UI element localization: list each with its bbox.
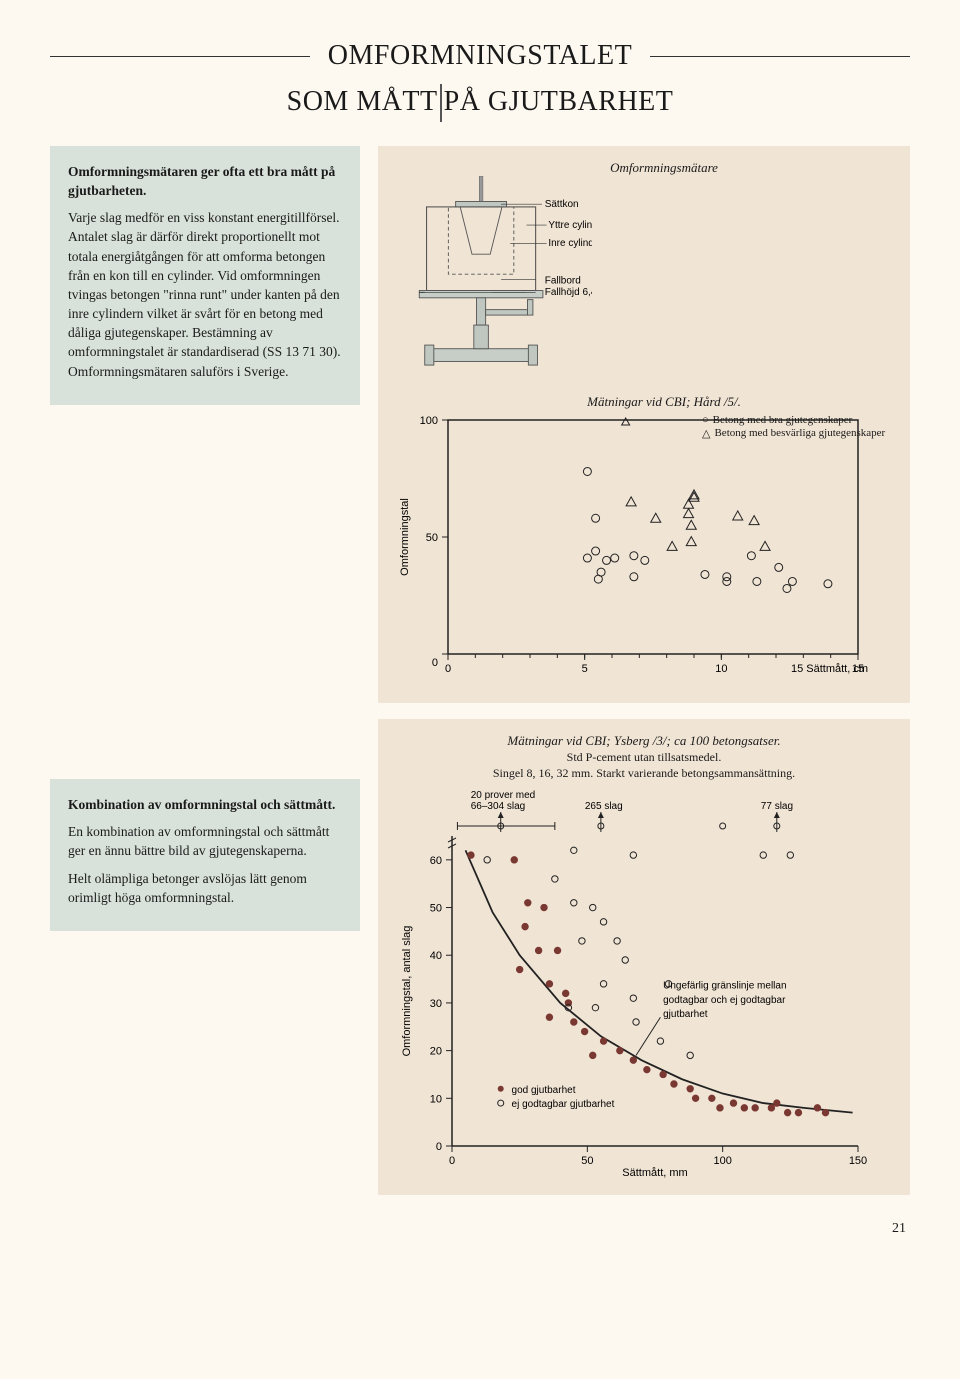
svg-text:150: 150 [849,1155,867,1167]
chart-2-svg: 20 prover med66–304 slag 265 slag 77 slag 0… [392,782,872,1182]
legend-item: ○Betong med bra gjutegenskaper [702,414,892,426]
apparatus-diagram: Sättkon Yttre cylinder Inre cylinder Fal… [392,176,592,394]
svg-text:50: 50 [426,532,438,544]
svg-text:20 prover med: 20 prover med [471,790,535,801]
svg-text:Omformningstal: Omformningstal [399,498,411,576]
text-block-2: Kombination av omformningstal och sättmå… [50,779,360,931]
title-line-1: OMFORMNINGSTALET [310,40,650,72]
title-rule [650,56,910,57]
para: Omformningsmätaren ger ofta ett bra mått… [68,162,342,200]
svg-text:10: 10 [715,663,727,675]
svg-text:gjutbarhet: gjutbarhet [663,1009,708,1020]
page-number: 21 [50,1221,910,1237]
svg-text:77 slag: 77 slag [761,801,793,812]
chart-2-block: Mätningar vid CBI; Ysberg /3/; ca 100 be… [378,719,910,1194]
svg-text:10: 10 [430,1093,442,1105]
svg-text:60: 60 [430,854,442,866]
figure-title: Omformningsmätare [432,160,896,176]
title-rule [50,56,310,57]
screw-icon [440,84,442,122]
para: Varje slag medför en viss konstant energ… [68,208,342,380]
label-fallhojd: Fallhöjd 6,4 mm [545,287,592,298]
svg-text:Ungefärlig gränslinje mellan: Ungefärlig gränslinje mellan [663,980,786,991]
svg-text:god gjutbarhet: god gjutbarhet [512,1084,576,1095]
svg-text:15 Sättmått, cm: 15 Sättmått, cm [791,663,868,675]
svg-text:5: 5 [582,663,588,675]
chart-1: Mätningar vid CBI; Hård /5/. 05101550100… [392,394,896,695]
title-line-2: SOM MÅTTPÅ GJUTBARHET [287,72,674,118]
text-block-1: Omformningsmätaren ger ofta ett bra mått… [50,146,360,405]
legend-item: △Betong med besvärliga gjutegenskaper [702,427,892,440]
svg-text:265 slag: 265 slag [585,801,623,812]
svg-text:0: 0 [436,1141,442,1153]
svg-text:godtagbar och ej godtagbar: godtagbar och ej godtagbar [663,994,786,1005]
svg-text:Sättmått, mm: Sättmått, mm [622,1167,687,1179]
para: Kombination av omformningstal och sättmå… [68,795,342,814]
label-yttre: Yttre cylinder [548,220,592,231]
svg-text:20: 20 [430,1045,442,1057]
figure-diagram-block: Omformningsmätare [378,146,910,703]
svg-text:50: 50 [581,1155,593,1167]
page-title-block: OMFORMNINGSTALET SOM MÅTTPÅ GJUTBARHET [50,40,910,118]
para: En kombination av omformningstal och sät… [68,822,342,860]
chart-1-svg: 051015501000Omformningstal15 Sättmått, c… [392,410,872,690]
svg-text:0: 0 [445,663,451,675]
label-inre: Inre cylinder [548,238,592,249]
svg-text:50: 50 [430,902,442,914]
svg-text:100: 100 [713,1155,731,1167]
svg-text:ej godtagbar gjutbarhet: ej godtagbar gjutbarhet [512,1099,615,1110]
svg-text:100: 100 [420,415,438,427]
svg-text:40: 40 [430,950,442,962]
label-sattkon: Sättkon [545,199,579,210]
svg-text:66–304 slag: 66–304 slag [471,801,525,812]
svg-text:0: 0 [449,1155,455,1167]
para: Helt olämpliga betonger avslöjas lätt ge… [68,869,342,907]
svg-text:0: 0 [432,657,438,669]
svg-text:Omformningstal, antal slag: Omformningstal, antal slag [401,925,413,1056]
svg-text:30: 30 [430,997,442,1009]
label-fallbord: Fallbord [545,275,581,286]
